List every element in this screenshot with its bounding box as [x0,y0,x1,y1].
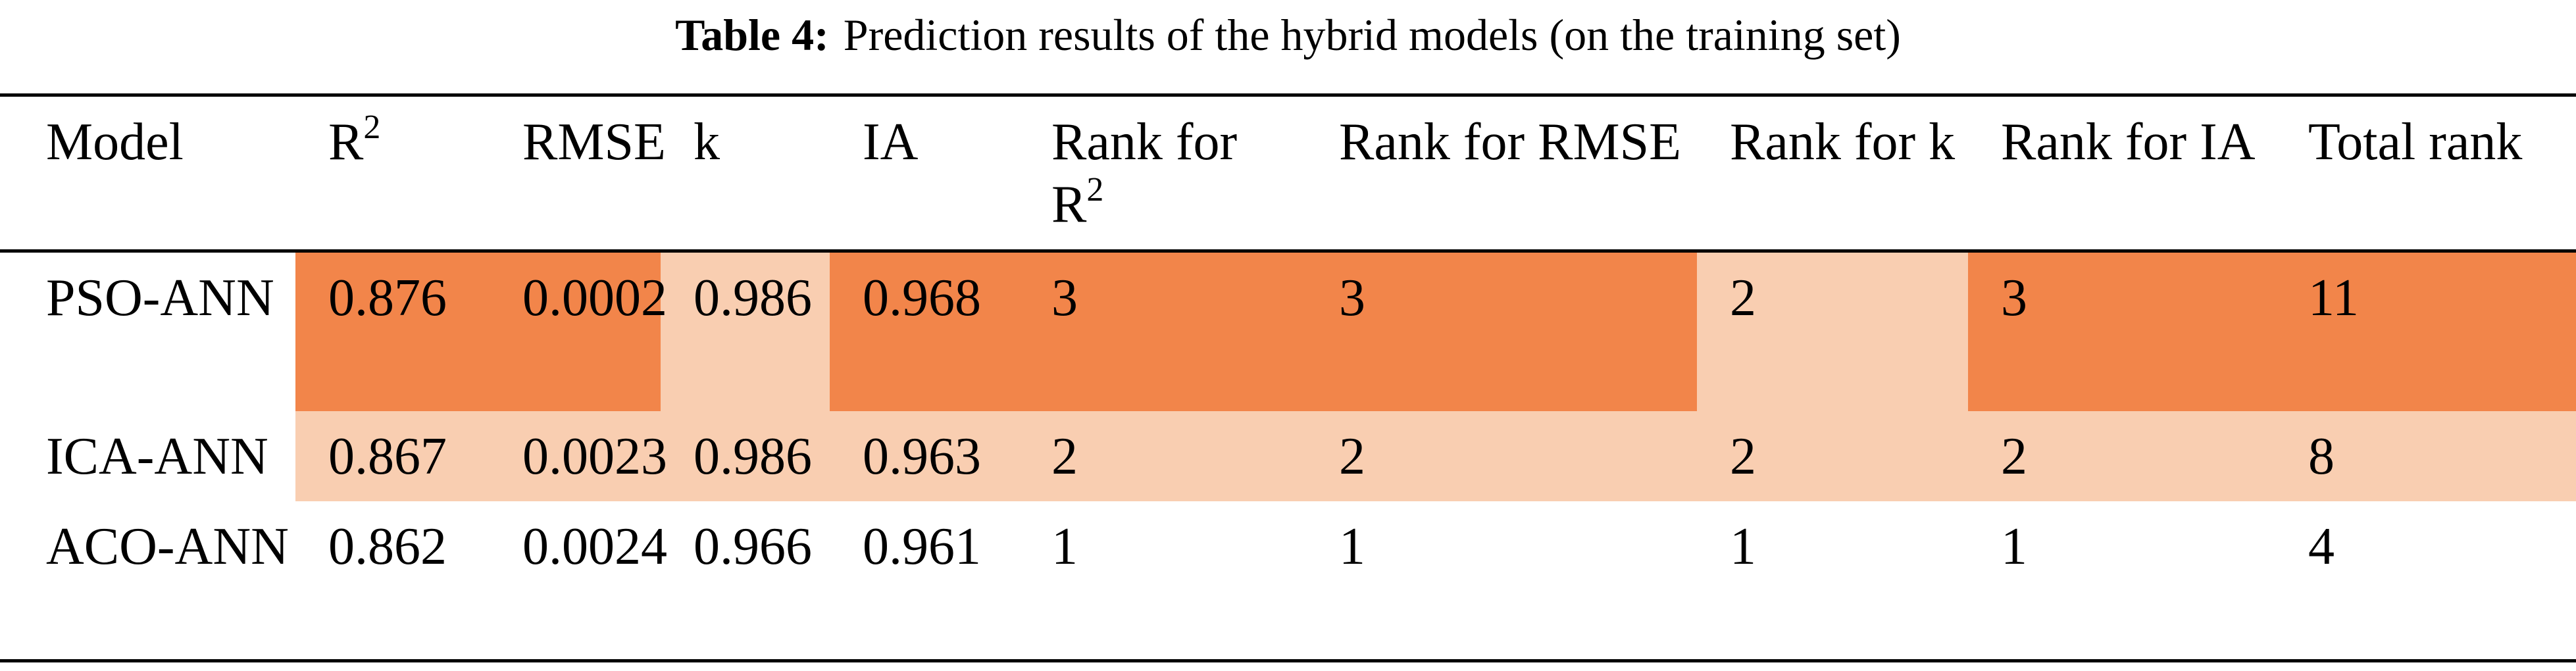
header-text: RMSE [522,113,666,171]
header-text: Rank for IA [2001,113,2256,171]
header-text: Rank for R [1051,113,1238,234]
column-header: IA [830,95,1019,251]
table-cell: 3 [1306,251,1697,411]
table-cell: 1 [2001,517,2027,576]
table-cell: 2 [1697,251,1968,411]
table-header: Model R2 RMSE k IA Rank for R2 Rank for RMSE Ra… [0,95,2576,251]
table-cell: 0.968 [830,251,1019,411]
table-row: PSO-ANN 0.876 0.0002 0.986 0.968 3 3 2 3 11 [0,251,2576,411]
table-cell: 2 [1306,410,1697,501]
table-cell: 1 [1051,517,1078,576]
table-cell: 11 [2275,251,2576,411]
table-cell: 2 [1968,410,2275,501]
caption-text: Prediction results of the hybrid models … [843,10,1901,60]
column-header: R2 [295,95,490,251]
table-cell: 4 [2308,517,2335,576]
table-cell: 0.0024 [522,517,667,576]
table-cell: 1 [1730,517,1756,576]
column-header: Rank for IA [1968,95,2275,251]
results-table: Model R2 RMSE k IA Rank for R2 Rank for RMSE Ra… [0,93,2576,662]
table-cell: 3 [1968,251,2275,411]
column-header: Model [0,95,295,251]
table-cell: 0.862 [328,517,447,576]
caption-label: Table 4: [675,10,829,60]
model-name: ACO-ANN [46,517,289,576]
header-text: IA [863,113,919,171]
table-cell: 1 [1339,517,1365,576]
table-cell: 2 [1697,410,1968,501]
header-text: Model [46,113,184,171]
table-cell: 0.986 [661,410,830,501]
column-header: RMSE [490,95,666,251]
table-cell: 0.0002 [490,251,667,411]
column-header: Rank for RMSE [1306,95,1697,251]
column-header: Rank for k [1697,95,1968,251]
table-cell: 0.966 [694,517,812,576]
header-row: Model R2 RMSE k IA Rank for R2 Rank for RMSE Ra… [0,95,2576,251]
table-cell: 8 [2275,410,2576,501]
table-cell: 0.876 [295,251,490,411]
table-cell: 0.986 [661,251,830,411]
column-header: Rank for R2 [1019,95,1306,251]
table-cell: 2 [1019,410,1306,501]
header-superscript: 2 [1086,171,1104,209]
header-text: Rank for RMSE [1339,113,1681,171]
column-header: Total rank [2275,95,2576,251]
table-body: PSO-ANN 0.876 0.0002 0.986 0.968 3 3 2 3 11 ICA-A… [0,251,2576,661]
model-name: PSO-ANN [46,269,274,327]
header-superscript: 2 [363,109,381,146]
header-text: k [694,113,720,171]
table-caption: Table 4: Prediction results of the hybrid… [0,5,2576,64]
table-row: ICA-ANN 0.867 0.0023 0.986 0.963 2 2 2 2 8 [0,410,2576,501]
header-text: Total rank [2308,113,2523,171]
table-cell: 0.867 [295,410,490,501]
header-text: Rank for k [1730,113,1956,171]
table-cell: 0.963 [830,410,1019,501]
table-cell: 0.961 [863,517,981,576]
table-row: ACO-ANN 0.862 0.0024 0.966 0.961 1 1 1 1 4 [0,501,2576,661]
model-name: ICA-ANN [46,427,268,485]
table-cell: 3 [1019,251,1306,411]
header-text: R [328,113,364,171]
table-cell: 0.0023 [490,410,667,501]
column-header: k [661,95,830,251]
